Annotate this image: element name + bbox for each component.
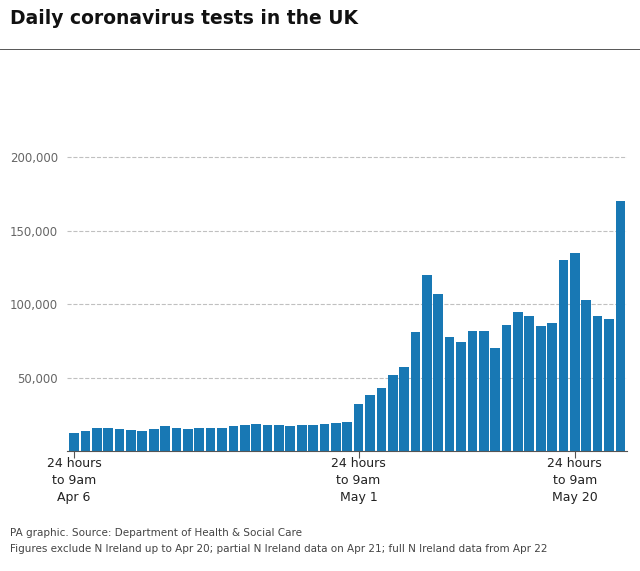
Text: 24 hours
to 9am
May 20: 24 hours to 9am May 20 bbox=[547, 457, 602, 504]
Bar bbox=[240, 425, 250, 451]
Bar bbox=[160, 426, 170, 451]
Bar bbox=[604, 319, 614, 451]
Bar bbox=[342, 422, 352, 451]
Bar bbox=[502, 325, 511, 451]
Bar bbox=[195, 428, 204, 451]
Bar bbox=[252, 424, 261, 451]
Text: 24 hours
to 9am
May 1: 24 hours to 9am May 1 bbox=[332, 457, 386, 504]
Bar bbox=[285, 426, 295, 451]
Bar bbox=[217, 428, 227, 451]
Bar bbox=[388, 375, 397, 451]
Bar bbox=[103, 428, 113, 451]
Bar bbox=[365, 395, 375, 451]
Bar bbox=[376, 388, 386, 451]
Bar bbox=[69, 433, 79, 451]
Bar bbox=[445, 336, 454, 451]
Bar bbox=[172, 428, 181, 451]
Bar bbox=[262, 425, 273, 451]
Bar bbox=[138, 431, 147, 451]
Text: 24 hours
to 9am
Apr 6: 24 hours to 9am Apr 6 bbox=[47, 457, 101, 504]
Text: Figures exclude N Ireland up to Apr 20; partial N Ireland data on Apr 21; full N: Figures exclude N Ireland up to Apr 20; … bbox=[10, 544, 547, 554]
Bar bbox=[354, 404, 364, 451]
Bar bbox=[319, 424, 329, 451]
Bar bbox=[149, 429, 159, 451]
Bar bbox=[92, 428, 102, 451]
Bar bbox=[490, 348, 500, 451]
Text: Daily coronavirus tests in the UK: Daily coronavirus tests in the UK bbox=[10, 9, 358, 27]
Text: PA graphic. Source: Department of Health & Social Care: PA graphic. Source: Department of Health… bbox=[10, 528, 301, 538]
Bar bbox=[536, 326, 545, 451]
Bar bbox=[274, 425, 284, 451]
Bar bbox=[547, 323, 557, 451]
Bar bbox=[411, 332, 420, 451]
Bar bbox=[559, 260, 568, 451]
Bar bbox=[297, 425, 307, 451]
Bar bbox=[422, 275, 432, 451]
Bar bbox=[513, 312, 523, 451]
Bar bbox=[433, 294, 443, 451]
Bar bbox=[456, 343, 466, 451]
Bar bbox=[228, 426, 238, 451]
Bar bbox=[593, 316, 602, 451]
Bar bbox=[570, 253, 580, 451]
Bar bbox=[331, 423, 340, 451]
Bar bbox=[524, 316, 534, 451]
Bar bbox=[399, 367, 409, 451]
Bar bbox=[183, 429, 193, 451]
Bar bbox=[479, 331, 488, 451]
Bar bbox=[81, 431, 90, 451]
Bar bbox=[581, 300, 591, 451]
Bar bbox=[468, 331, 477, 451]
Bar bbox=[308, 425, 318, 451]
Bar bbox=[206, 428, 216, 451]
Bar bbox=[616, 202, 625, 451]
Bar bbox=[115, 429, 124, 451]
Bar bbox=[126, 430, 136, 451]
